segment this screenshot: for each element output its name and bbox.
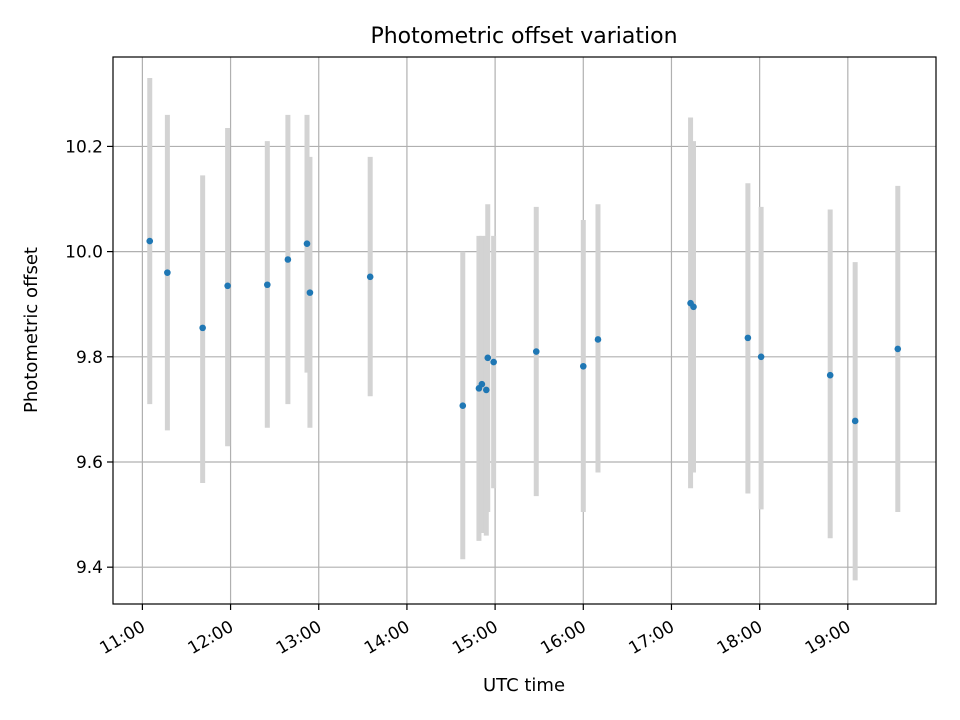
data-point bbox=[459, 402, 467, 410]
x-tick-label: 17:00 bbox=[626, 617, 678, 659]
data-point bbox=[366, 273, 374, 281]
y-axis-label: Photometric offset bbox=[21, 247, 42, 413]
x-tick-label: 14:00 bbox=[361, 617, 413, 659]
data-point bbox=[264, 281, 271, 289]
plot-frame bbox=[112, 56, 937, 605]
data-point bbox=[532, 348, 540, 355]
x-tick-label: 13:00 bbox=[273, 617, 325, 659]
x-axis-label: UTC time bbox=[483, 675, 565, 696]
data-point bbox=[303, 240, 311, 248]
x-tick-label: 19:00 bbox=[802, 617, 854, 659]
data-point bbox=[744, 334, 752, 342]
data-point bbox=[579, 362, 587, 370]
data-point bbox=[851, 417, 859, 425]
data-point bbox=[284, 256, 292, 263]
data-point bbox=[490, 358, 497, 366]
y-tick-label: 9.4 bbox=[76, 558, 103, 578]
data-point bbox=[482, 386, 490, 394]
data-point bbox=[594, 336, 602, 343]
chart-title: Photometric offset variation bbox=[370, 24, 677, 49]
data-point bbox=[199, 324, 206, 332]
data-point bbox=[826, 371, 834, 379]
y-tick-label: 9.8 bbox=[76, 348, 103, 368]
grid bbox=[113, 57, 936, 604]
x-tick-label: 11:00 bbox=[96, 617, 148, 659]
data-point bbox=[894, 345, 902, 353]
x-tick-label: 15:00 bbox=[449, 617, 501, 659]
data-point bbox=[306, 289, 314, 296]
x-tick-label: 16:00 bbox=[537, 617, 589, 659]
data-point bbox=[757, 353, 765, 361]
data-point bbox=[690, 303, 697, 311]
error-bars bbox=[147, 78, 901, 581]
x-tick-label: 12:00 bbox=[185, 617, 237, 659]
y-axis-ticks: 9.4 9.6 9.8 10.0 10.2 bbox=[65, 137, 113, 578]
data-point bbox=[224, 282, 231, 290]
y-tick-label: 10.2 bbox=[65, 137, 103, 157]
data-point bbox=[146, 237, 154, 245]
data-point bbox=[164, 269, 171, 276]
y-tick-label: 9.6 bbox=[76, 453, 103, 473]
y-tick-label: 10.0 bbox=[65, 243, 103, 263]
data-point bbox=[478, 380, 486, 388]
x-tick-label: 18:00 bbox=[714, 617, 766, 659]
x-axis-ticks: 11:00 12:00 13:00 14:00 15:00 16:00 17:00 18:00… bbox=[96, 604, 854, 659]
data-point bbox=[484, 354, 492, 362]
data-points bbox=[146, 237, 902, 425]
